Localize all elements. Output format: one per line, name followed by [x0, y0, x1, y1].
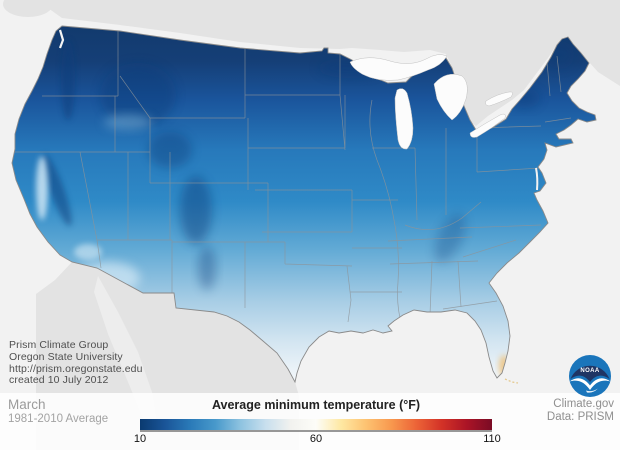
credits-group-name: Prism Climate Group	[9, 339, 109, 351]
climate-gov-label: Climate.gov	[553, 398, 614, 410]
chesapeake-bay	[535, 167, 539, 191]
colorbar-tick-max: 110	[483, 433, 501, 445]
noaa-seagull-tail	[586, 388, 598, 393]
source-attribution: Climate.gov Data: PRISM	[547, 398, 614, 424]
noaa-seagull-icon	[569, 378, 611, 390]
vancouver-island	[3, 0, 53, 17]
lake-ontario	[485, 91, 513, 107]
noaa-logo-sky	[570, 365, 610, 382]
credits-university: Oregon State University	[9, 350, 123, 363]
lake-erie	[469, 113, 506, 138]
lake-michigan	[394, 88, 414, 150]
credits-url: http://prism.oregonstate.edu	[9, 362, 143, 375]
colorbar-tick-min: 10	[133, 433, 147, 445]
month-label: March	[8, 397, 46, 412]
data-source-label: Data: PRISM	[546, 411, 614, 423]
noaa-logo-text: NOAA	[580, 368, 600, 374]
great-lakes	[349, 54, 513, 150]
lake-huron	[433, 74, 468, 121]
colorbar-title: Average minimum temperature (°F)	[211, 398, 421, 412]
prism-credits: Prism Climate Group Oregon State Univers…	[9, 339, 143, 387]
colorbar-tick-mid: 60	[309, 433, 323, 445]
state-borders	[12, 30, 572, 327]
puget-sound	[58, 29, 65, 49]
average-period-label: 1981-2010 Average	[8, 413, 109, 425]
credits-created-date: created 10 July 2012	[9, 374, 109, 387]
temperature-colorbar	[140, 419, 492, 430]
lake-superior	[349, 54, 448, 81]
noaa-logo: NOAA	[569, 355, 611, 397]
canada-landmass	[40, 0, 620, 126]
